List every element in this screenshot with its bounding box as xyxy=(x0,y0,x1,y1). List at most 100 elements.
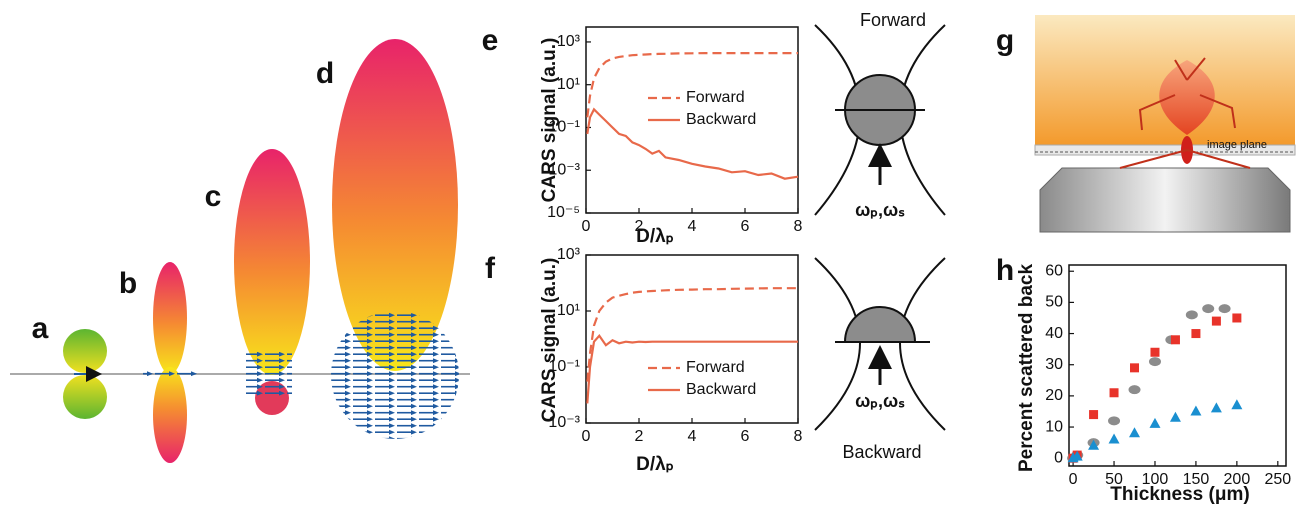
point xyxy=(1128,385,1141,395)
x-tick-label: 50 xyxy=(1105,471,1123,488)
x-tick-label: 8 xyxy=(794,218,803,235)
legend-label: Backward xyxy=(686,111,756,128)
y-tick-label: 10³ xyxy=(557,33,581,50)
dipole-arrows xyxy=(143,371,198,378)
panel-label: g xyxy=(996,24,1014,57)
panel-label: e xyxy=(482,24,499,57)
lobe xyxy=(153,367,187,463)
y-tick-label: 20 xyxy=(1045,387,1063,404)
y-tick-label: 50 xyxy=(1045,294,1063,311)
x-axis-label: Thickness (μm) xyxy=(1110,484,1249,505)
panel-label: b xyxy=(119,267,137,300)
x-axis-label: D/λₚ xyxy=(636,226,674,247)
diagram-forward xyxy=(814,24,946,216)
x-tick-label: 200 xyxy=(1224,471,1251,488)
legend-label: Backward xyxy=(686,381,756,398)
point xyxy=(1185,310,1198,320)
y-tick-label: 30 xyxy=(1045,356,1063,373)
y-tick-label: 10⁻¹ xyxy=(548,119,580,136)
point xyxy=(1210,402,1222,413)
dipole-arrows xyxy=(246,352,292,397)
y-tick-label: 10⁻⁵ xyxy=(547,204,580,221)
x-tick-label: 2 xyxy=(635,428,644,445)
legend-label: Forward xyxy=(686,359,745,376)
lobe xyxy=(332,39,458,371)
panel-label: f xyxy=(485,252,496,285)
point xyxy=(1191,329,1201,339)
y-axis-label: CARS signal (a.u.) xyxy=(539,258,560,423)
point xyxy=(1169,411,1181,422)
point xyxy=(1109,388,1119,398)
series-line xyxy=(586,52,798,118)
point xyxy=(1071,450,1083,461)
panel-label: h xyxy=(996,254,1014,287)
point xyxy=(1232,313,1242,323)
x-tick-label: 0 xyxy=(582,218,591,235)
x-tick-label: 6 xyxy=(741,218,750,235)
x-tick-label: 0 xyxy=(582,428,591,445)
y-tick-label: 10³ xyxy=(557,246,581,263)
panel-label: d xyxy=(316,57,334,90)
dipole-arrows xyxy=(331,311,459,439)
objective xyxy=(1039,167,1291,233)
illustration-abcd xyxy=(10,39,470,463)
y-axis-label: CARS signal (a.u.) xyxy=(539,38,560,203)
y-axis-label: Percent scattered back xyxy=(1016,264,1037,472)
series-line xyxy=(586,107,799,180)
lobe xyxy=(63,329,107,373)
lobe xyxy=(234,149,310,375)
y-tick-label: 60 xyxy=(1045,262,1063,279)
point xyxy=(1170,335,1180,345)
scatter-lobe xyxy=(1159,60,1215,135)
beam-label: ωₚ,ωₛ xyxy=(855,391,905,411)
hemisphere xyxy=(843,306,917,343)
panel-label: c xyxy=(205,180,222,213)
point xyxy=(1202,304,1215,314)
y-tick-label: 10¹ xyxy=(557,302,580,319)
lobe xyxy=(63,375,107,419)
beam-edge xyxy=(814,257,861,431)
y-tick-label: 10¹ xyxy=(557,76,580,93)
point xyxy=(1149,417,1161,428)
point xyxy=(1108,433,1120,444)
series-line xyxy=(586,334,798,404)
diagram-title: Backward xyxy=(842,442,921,462)
point xyxy=(1129,427,1141,438)
plot-frame xyxy=(1068,264,1287,467)
x-tick-label: 2 xyxy=(635,218,644,235)
x-tick-label: 150 xyxy=(1183,471,1210,488)
y-tick-label: 10 xyxy=(1045,418,1063,435)
diagram-backward xyxy=(814,257,946,431)
x-tick-label: 4 xyxy=(688,218,697,235)
beam-edge xyxy=(899,257,946,431)
point xyxy=(1190,405,1202,416)
illustration-g: image plane xyxy=(1034,15,1296,233)
point xyxy=(1148,357,1161,367)
legend-label: Forward xyxy=(686,89,745,106)
y-tick-label: 10⁻¹ xyxy=(548,358,580,375)
x-tick-label: 4 xyxy=(688,428,697,445)
x-tick-label: 250 xyxy=(1264,471,1291,488)
point xyxy=(1231,399,1243,410)
point xyxy=(1108,416,1121,426)
lobe xyxy=(153,262,187,374)
y-tick-label: 40 xyxy=(1045,325,1063,342)
series-line xyxy=(586,287,798,382)
beam-label: ωₚ,ωₛ xyxy=(855,200,905,220)
x-tick-label: 0 xyxy=(1069,471,1078,488)
y-tick-label: 0 xyxy=(1054,449,1063,466)
x-tick-label: 6 xyxy=(741,428,750,445)
y-tick-label: 10⁻³ xyxy=(548,161,580,178)
point xyxy=(1211,316,1221,326)
x-tick-label: 8 xyxy=(794,428,803,445)
x-tick-label: 100 xyxy=(1142,471,1169,488)
point xyxy=(1130,363,1140,373)
point xyxy=(1089,410,1099,420)
point xyxy=(1218,304,1231,314)
y-tick-label: 10⁻³ xyxy=(548,414,580,431)
image-plane-label: image plane xyxy=(1207,139,1267,151)
panel-label: a xyxy=(32,312,49,345)
diagram-title: Forward xyxy=(860,10,926,30)
